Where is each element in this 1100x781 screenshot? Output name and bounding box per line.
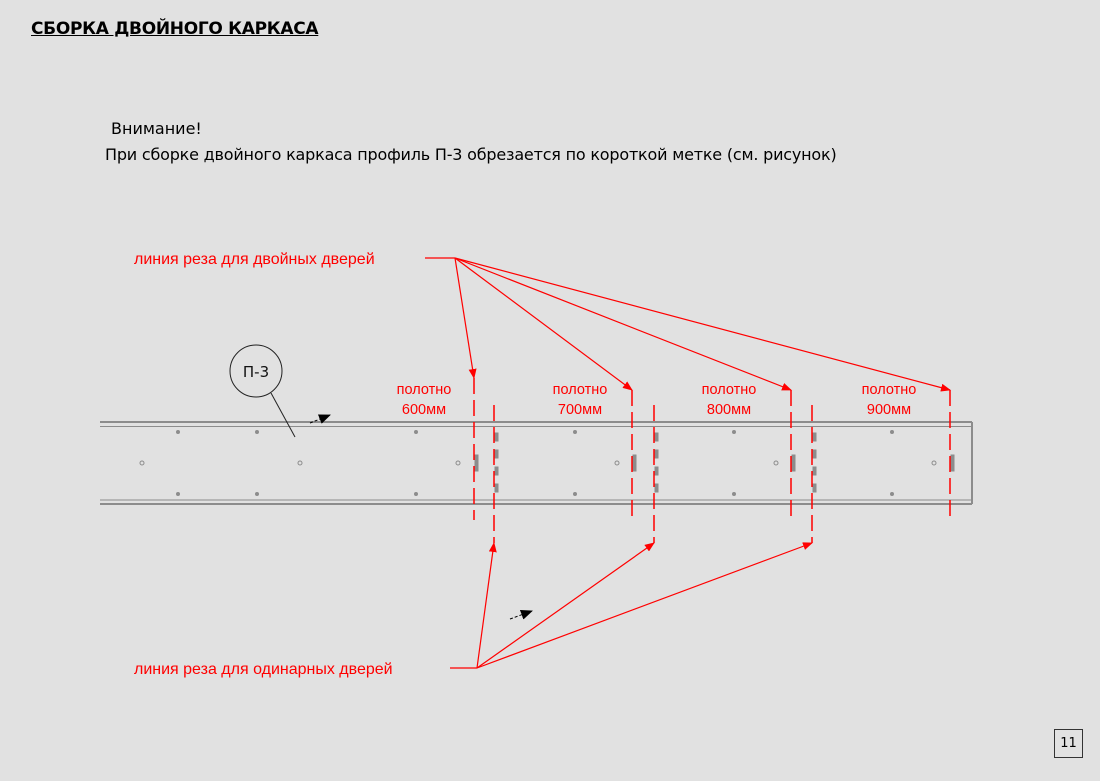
double-door-cut-label: линия реза для двойных дверей	[134, 251, 375, 268]
rivet-mark	[890, 430, 894, 434]
long-cut-mark	[791, 454, 796, 472]
mounting-hole	[297, 460, 303, 466]
page-number: 11	[1054, 729, 1083, 758]
profile-tag-label: П-3	[243, 363, 269, 381]
long-cut-mark	[474, 454, 479, 472]
panel-label-line1: полотно	[702, 382, 757, 398]
panel-label-line1: полотно	[862, 382, 917, 398]
attention-heading: Внимание!	[111, 119, 202, 138]
short-cut-mark	[812, 466, 817, 476]
page-title: СБОРКА ДВОЙНОГО КАРКАСА	[31, 19, 319, 39]
panel-label-line1: полотно	[397, 382, 452, 398]
long-cut-mark	[950, 454, 955, 472]
short-cut-mark	[812, 432, 817, 442]
panel-label-900: полотно 900мм	[862, 382, 917, 418]
double-door-leaders	[425, 257, 951, 392]
rivet-mark	[732, 430, 736, 434]
rivet-mark	[255, 492, 259, 496]
rivet-mark	[176, 492, 180, 496]
profile-p3	[100, 421, 973, 505]
rivet-mark	[573, 430, 577, 434]
profile-tag-circle	[229, 344, 283, 398]
mounting-hole	[139, 460, 145, 466]
direction-arrow-icon	[309, 414, 331, 424]
mounting-hole	[455, 460, 461, 466]
short-cut-mark	[654, 483, 659, 493]
short-cut-mark	[654, 466, 659, 476]
mounting-hole	[773, 460, 779, 466]
rivet-mark	[414, 430, 418, 434]
panel-label-line2: 700мм	[558, 402, 602, 418]
direction-arrow-icon	[509, 610, 533, 620]
panel-label-line2: 900мм	[867, 402, 911, 418]
long-cut-mark	[632, 454, 637, 472]
rivet-mark	[176, 430, 180, 434]
rivet-mark	[573, 492, 577, 496]
panel-label-line2: 800мм	[707, 402, 751, 418]
short-cut-mark	[494, 449, 499, 459]
mounting-hole	[614, 460, 620, 466]
short-cut-mark	[494, 432, 499, 442]
single-door-leaders	[450, 542, 813, 669]
mounting-hole	[931, 460, 937, 466]
single-door-cut-label: линия реза для одинарных дверей	[134, 661, 393, 678]
rivet-mark	[732, 492, 736, 496]
short-cut-mark	[494, 483, 499, 493]
rivet-mark	[255, 430, 259, 434]
panel-label-line1: полотно	[553, 382, 608, 398]
panel-label-800: полотно 800мм	[702, 382, 757, 418]
short-cut-mark	[812, 449, 817, 459]
profile-holes	[139, 430, 955, 496]
assembly-note: При сборке двойного каркаса профиль П-3 …	[105, 145, 837, 164]
rivet-mark	[414, 492, 418, 496]
short-cut-mark	[654, 432, 659, 442]
panel-label-700: полотно 700мм	[553, 382, 608, 418]
panel-label-600: полотно 600мм	[397, 382, 452, 418]
profile-tag-leader	[270, 392, 296, 438]
panel-label-line2: 600мм	[402, 402, 446, 418]
short-cut-mark	[812, 483, 817, 493]
short-cut-mark	[654, 449, 659, 459]
short-cut-mark	[494, 466, 499, 476]
rivet-mark	[890, 492, 894, 496]
